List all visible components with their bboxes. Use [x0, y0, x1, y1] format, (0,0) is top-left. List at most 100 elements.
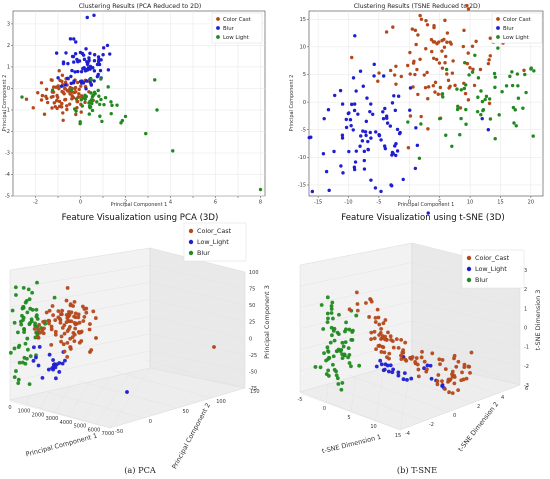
point-color-cast [387, 356, 391, 361]
point-color-cast [443, 61, 447, 65]
point-color-cast [465, 3, 469, 8]
tick-label-y: 6 [525, 386, 528, 392]
point-color-cast [426, 127, 430, 131]
point-color-cast [396, 345, 401, 350]
point-color-cast [383, 334, 388, 339]
point-blur [353, 160, 358, 164]
tick-label-z: 1 [524, 306, 527, 312]
tick-label-y: 2 [477, 404, 480, 410]
point-blur [331, 354, 336, 359]
point-color-cast [486, 61, 491, 66]
point-color-cast [350, 55, 354, 60]
point-blur [321, 151, 326, 156]
point-blur [344, 125, 349, 130]
point-low-light [386, 369, 391, 374]
point-blur [52, 295, 57, 300]
point-blur [392, 94, 396, 98]
gridline-x [9, 399, 13, 403]
point-color-cast [448, 40, 452, 44]
point-blur [16, 377, 21, 382]
tick-label-x: 5000 [74, 424, 87, 430]
point-color-cast [416, 367, 421, 372]
legend-marker-low-light [216, 35, 220, 39]
point-blur [361, 84, 365, 88]
point-blur [84, 47, 88, 51]
gridline-z [149, 264, 246, 289]
legend-label-color-cast: Color Cast [503, 17, 531, 23]
point-low-light [516, 84, 520, 88]
point-color-cast [406, 63, 410, 68]
point-color-cast [372, 336, 377, 341]
point-low-light [374, 364, 379, 369]
tick-label-z: -2 [524, 364, 529, 370]
point-low-light [492, 71, 497, 76]
point-color-cast [63, 87, 68, 91]
point-color-cast [435, 379, 440, 384]
legend-marker-color-cast [466, 255, 472, 261]
point-blur [96, 72, 100, 77]
point-low-light [476, 95, 480, 99]
tick-label-y: 3 [7, 22, 10, 28]
point-color-cast [415, 362, 420, 367]
tick-label-x: 10 [370, 424, 376, 430]
point-blur [344, 327, 348, 332]
point-color-cast [50, 106, 54, 110]
legend-label-blur: Blur [197, 249, 210, 257]
point-blur [331, 316, 335, 321]
point-blur [363, 130, 368, 134]
point-low-light [100, 119, 104, 124]
point-blur [83, 69, 88, 73]
point-color-cast [406, 146, 411, 150]
point-low-light [508, 74, 512, 79]
point-blur [338, 349, 343, 353]
point-low-light [409, 376, 414, 381]
point-blur [369, 136, 373, 140]
point-blur [372, 62, 376, 67]
point-blur [25, 336, 30, 341]
point-low-light [462, 86, 467, 91]
point-low-light [155, 108, 159, 112]
point-blur [92, 53, 97, 57]
gridline-x [326, 383, 329, 404]
point-blur [383, 106, 387, 111]
point-low-light [493, 85, 497, 90]
point-low-light [406, 120, 410, 124]
point-color-cast [40, 328, 45, 332]
point-color-cast [60, 308, 65, 313]
point-color-cast [72, 314, 76, 319]
tick-label-x: 0 [79, 200, 82, 206]
point-low-light [109, 111, 113, 116]
point-color-cast [65, 286, 70, 290]
tsne-3d-xlabel: t-SNE Dimension 1 [321, 433, 382, 455]
point-color-cast [367, 315, 372, 319]
point-blur [98, 68, 103, 73]
point-low-light [89, 77, 93, 82]
point-low-light [125, 390, 129, 394]
point-color-cast [487, 58, 491, 62]
point-color-cast [430, 351, 435, 356]
point-color-cast [437, 357, 442, 362]
point-color-cast [377, 71, 381, 75]
point-color-cast [478, 67, 483, 72]
point-color-cast [56, 309, 61, 314]
point-color-cast [376, 79, 380, 83]
pca-3d-zlabel: Principal Component 3 [263, 285, 271, 359]
tick-label-x: 10 [467, 200, 473, 206]
gridline-x [53, 386, 71, 414]
point-blur [362, 167, 367, 171]
point-blur [373, 186, 378, 190]
point-blur [19, 322, 24, 327]
point-blur [89, 82, 93, 86]
point-color-cast [65, 341, 70, 345]
point-color-cast [440, 379, 444, 384]
point-blur [401, 177, 405, 182]
point-blur [324, 372, 329, 376]
point-color-cast [60, 73, 65, 77]
point-color-cast [450, 391, 455, 396]
tick-label-y: 150 [250, 389, 260, 395]
point-blur [81, 81, 86, 85]
point-blur [336, 382, 341, 386]
point-color-cast [450, 71, 455, 75]
point-color-cast [467, 364, 472, 369]
point-blur [349, 338, 354, 342]
